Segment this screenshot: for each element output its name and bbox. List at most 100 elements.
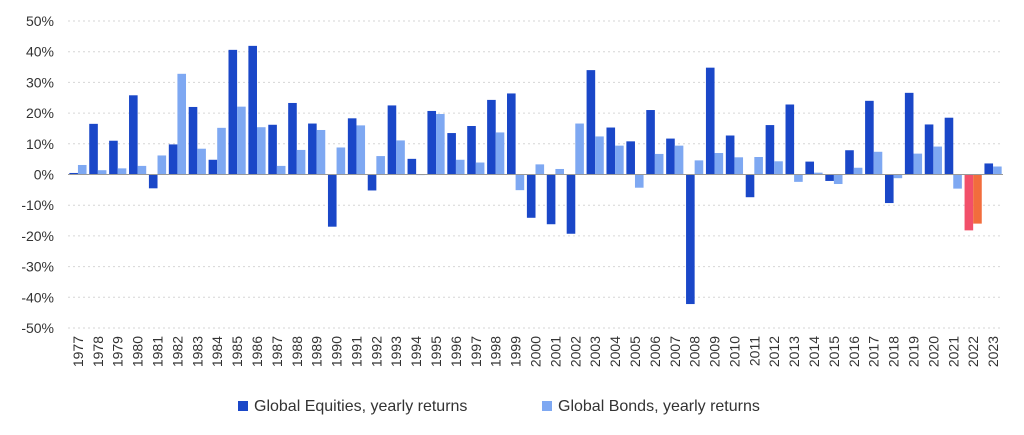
bar-series-1-1998 [487,99,496,175]
y-tick-label: 40% [26,44,54,60]
bar-series-2-1999 [515,174,525,191]
bar-series-2-1995 [436,114,445,175]
x-tick-label: 1998 [488,336,504,367]
bar-series-2-2005 [634,174,644,188]
x-tick-label: 2023 [985,336,1001,367]
x-tick-label: 2021 [945,336,961,367]
bar-series-1-2003 [586,70,596,175]
bar-series-1-2015 [825,174,834,181]
bar-series-2-1989 [316,129,326,175]
bar-series-1-2012 [765,125,775,175]
bar-series-1-1993 [387,105,397,175]
x-tick-label: 2013 [786,336,802,367]
bar-series-1-1991 [347,118,357,175]
x-tick-label: 2001 [547,336,563,367]
x-tick-label: 1990 [329,336,345,367]
x-tick-label: 1988 [289,336,305,367]
bar-series-1-1977 [69,172,78,175]
bar-series-2-2017 [873,151,883,175]
bar-series-2-1979 [117,168,127,175]
bar-series-1-1979 [109,140,118,175]
bar-series-1-1989 [308,123,317,175]
bar-series-2-1993 [396,140,405,175]
x-tick-label: 1995 [428,336,444,367]
bar-series-1-1999 [507,93,516,175]
bar-series-2-2013 [794,174,803,182]
y-tick-label: -10% [21,197,54,213]
x-tick-label: 1977 [70,336,86,367]
bar-series-1-1981 [148,174,158,189]
bar-series-2-2003 [595,136,604,175]
bar-series-1-1990 [327,174,337,227]
x-tick-label: 1980 [130,336,146,367]
y-tick-label: -30% [21,259,54,275]
bar-series-1-2021 [944,117,954,175]
bar-series-2-2016 [853,167,863,175]
x-tick-label: 2010 [726,336,742,367]
x-tick-label: 2009 [707,336,723,367]
y-tick-label: -20% [21,228,54,244]
bar-series-2-1990 [336,147,346,175]
x-tick-label: 2003 [587,336,603,367]
x-tick-label: 2014 [806,336,822,367]
x-tick-label: 2012 [766,336,782,367]
bar-series-2-2021 [953,174,962,189]
bar-series-1-2000 [526,174,536,218]
bar-series-2-1977 [77,164,87,175]
bar-series-1-2013 [785,104,795,175]
bar-series-2-2008 [694,160,704,175]
bar-series-1-1994 [407,158,417,175]
y-tick-label: -40% [21,289,54,305]
bar-series-1-1997 [467,125,476,175]
bar-series-1-1996 [447,133,456,175]
bar-series-1-1992 [367,174,377,191]
bar-series-1-1980 [129,95,138,175]
legend-label-series-1: Global Equities, yearly returns [254,398,467,415]
x-tick-label: 1999 [508,336,524,367]
bar-series-2-1984 [217,127,226,175]
bar-series-1-2004 [606,127,616,175]
legend-swatch-series-2 [542,401,552,411]
bar-series-2-1978 [97,170,107,175]
bars [69,45,1002,305]
legend-label-series-2: Global Bonds, yearly returns [558,398,760,415]
x-tick-label: 2019 [905,336,921,367]
bar-series-2-2019 [913,153,923,175]
bar-series-2-2020 [933,146,942,175]
bar-series-1-2001 [546,174,556,225]
bar-series-1-2010 [725,135,735,175]
bar-series-2-1986 [256,127,266,175]
x-tick-label: 1979 [110,336,126,367]
y-tick-label: 20% [26,105,54,121]
bar-series-2-1987 [276,165,286,175]
bar-series-2-2009 [714,153,724,175]
x-tick-label: 1982 [169,336,185,367]
x-tick-label: 1996 [448,336,464,367]
bar-series-2-2023 [993,166,1002,175]
bar-series-1-1982 [168,144,178,175]
bar-series-2-2022 [973,174,982,224]
bar-series-2-2015 [833,174,843,185]
bar-series-2-2018 [893,174,903,179]
bar-series-1-1987 [268,124,277,175]
bar-series-1-2011 [745,174,755,198]
bar-series-1-2017 [865,100,874,175]
x-tick-label: 2022 [965,336,981,367]
bar-series-2-2006 [654,153,664,175]
bar-series-2-1997 [475,162,485,175]
bar-series-1-1988 [288,102,297,175]
bar-series-1-2008 [686,174,695,305]
bar-series-2-1992 [376,156,385,175]
x-tick-label: 2007 [667,336,683,367]
y-tick-label: 30% [26,74,54,90]
legend-swatch-series-1 [238,401,248,411]
bar-series-2-1980 [137,165,147,175]
bar-series-2-1983 [197,148,206,175]
legend: Global Equities, yearly returns Global Bo… [238,398,760,415]
bar-series-1-1984 [208,159,218,175]
x-tick-label: 2015 [826,336,842,367]
bar-series-1-2022 [964,174,974,231]
x-tick-label: 1993 [388,336,404,367]
bar-series-2-2011 [754,157,763,175]
